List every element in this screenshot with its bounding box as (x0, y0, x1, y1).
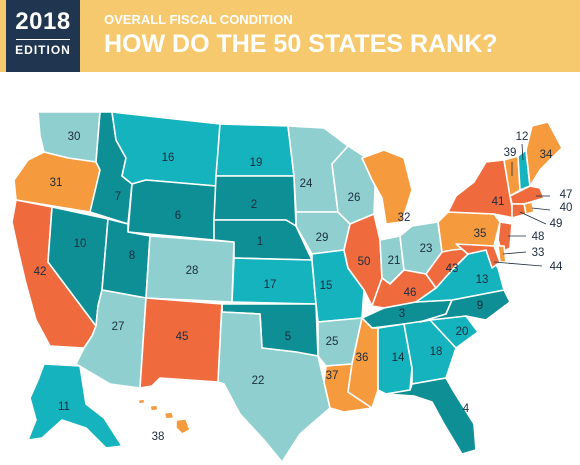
rank-label-wa: 30 (68, 131, 81, 143)
rank-label-ga: 18 (430, 346, 443, 358)
state-nm[interactable] (139, 297, 223, 389)
rank-label-nv: 10 (74, 238, 87, 250)
rank-label-ky: 46 (404, 287, 417, 299)
header-banner (0, 0, 580, 72)
rank-label-tx: 22 (252, 375, 265, 387)
state-de[interactable] (497, 245, 507, 263)
rank-label-ut: 8 (129, 250, 135, 262)
rank-label-md: 44 (550, 261, 563, 273)
state-mt[interactable] (111, 111, 221, 187)
leader-line-de (502, 251, 527, 255)
rank-label-ms: 36 (356, 352, 369, 364)
leader-line-ri (531, 207, 551, 211)
rank-label-nm: 45 (176, 331, 189, 343)
leader-line-nh (521, 143, 524, 161)
rank-label-nj: 48 (532, 231, 545, 243)
rank-label-il: 50 (358, 256, 371, 268)
state-hi-oahu[interactable] (149, 404, 159, 412)
state-hi[interactable] (137, 398, 146, 405)
edition-divider (16, 39, 70, 40)
edition-year: 2018 (15, 8, 71, 35)
state-mi[interactable] (361, 149, 413, 225)
rank-label-ak: 11 (58, 401, 70, 413)
rank-label-sc: 20 (456, 326, 469, 338)
rank-label-wy: 6 (175, 210, 181, 222)
rank-label-la: 37 (326, 370, 339, 382)
rank-label-az: 27 (112, 321, 125, 333)
rank-label-in: 21 (388, 255, 401, 267)
rank-label-me: 34 (540, 149, 553, 161)
rank-label-nh: 12 (516, 131, 529, 143)
state-ct[interactable] (511, 203, 527, 219)
rank-label-ca: 42 (34, 266, 47, 278)
hawaii-islands (137, 398, 191, 435)
leader-line-md (493, 261, 543, 267)
rank-label-nc: 9 (477, 300, 483, 312)
rank-label-mn: 24 (300, 178, 313, 190)
rank-label-mo: 15 (320, 280, 333, 292)
us-states-map: 30 31 42 7 10 16 6 8 27 28 45 19 2 1 17 … (11, 111, 573, 463)
rank-label-or: 31 (50, 177, 63, 189)
rank-label-id: 7 (115, 191, 121, 203)
rank-label-wi: 26 (348, 192, 361, 204)
headline-title: HOW DO THE 50 STATES RANK? (104, 30, 498, 58)
rank-label-al: 14 (392, 352, 405, 364)
state-nj[interactable] (497, 221, 513, 253)
rank-label-ri: 40 (560, 202, 573, 214)
state-hi-big-island[interactable] (175, 418, 191, 435)
rank-label-mt: 16 (162, 152, 175, 164)
rank-label-ar: 25 (326, 336, 339, 348)
rank-label-co: 28 (186, 265, 199, 277)
rank-label-tn: 3 (399, 308, 405, 320)
edition-badge: 2018 EDITION (6, 0, 80, 72)
rank-label-nd: 19 (250, 157, 263, 169)
rank-label-ne: 1 (257, 236, 263, 248)
rank-label-ny: 41 (492, 196, 505, 208)
rank-label-de: 33 (532, 247, 545, 259)
rank-label-ok: 5 (285, 331, 291, 343)
rank-label-va: 13 (476, 274, 489, 286)
rank-label-oh: 23 (420, 243, 433, 255)
state-wy[interactable] (127, 179, 217, 241)
rank-label-ct: 49 (550, 218, 563, 230)
leader-line-ct (519, 211, 547, 225)
state-hi-maui[interactable] (163, 411, 175, 420)
rank-label-ma: 47 (560, 189, 573, 201)
edition-label: EDITION (15, 43, 71, 57)
state-ak[interactable] (27, 363, 123, 449)
rank-label-hi: 38 (152, 431, 165, 443)
rank-label-ks: 17 (264, 279, 277, 291)
rank-label-ia: 29 (316, 232, 329, 244)
rank-label-wv: 43 (446, 263, 459, 275)
state-fl[interactable] (385, 377, 477, 455)
rank-label-vt: 39 (504, 147, 517, 159)
rank-label-pa: 35 (474, 228, 487, 240)
state-md[interactable] (455, 243, 501, 269)
rank-label-sd: 2 (251, 199, 257, 211)
state-ny[interactable] (447, 159, 515, 219)
kicker-title: OVERALL FISCAL CONDITION (104, 12, 293, 27)
rank-label-mi: 32 (398, 212, 411, 224)
rank-label-fl: 4 (463, 403, 470, 415)
